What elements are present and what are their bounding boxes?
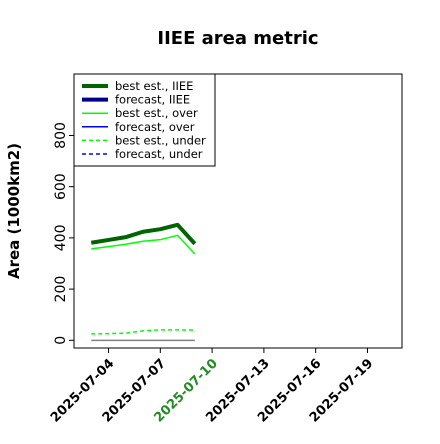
legend-label: best est., over <box>115 106 198 120</box>
y-tick-label: 800 <box>53 122 69 149</box>
legend-label: forecast, under <box>115 147 203 161</box>
series-line-0 <box>90 222 197 246</box>
y-tick-label: 200 <box>53 276 69 303</box>
y-tick-label: 0 <box>53 336 69 345</box>
legend-label: forecast, over <box>115 120 195 134</box>
legend-label: best est., under <box>115 133 206 147</box>
y-tick-label: 400 <box>53 225 69 252</box>
x-ticks: 2025-07-042025-07-072025-07-102025-07-13… <box>48 348 376 426</box>
series-layer <box>90 222 197 342</box>
y-axis-label: Area (1000km2) <box>5 143 23 279</box>
legend-label: forecast, IIEE <box>115 93 190 107</box>
plot-area <box>73 73 403 349</box>
y-tick-label: 600 <box>53 173 69 200</box>
chart-title: IIEE area metric <box>157 28 318 49</box>
series-line-4 <box>91 329 195 335</box>
legend-label: best est., IIEE <box>115 79 193 93</box>
y-ticks: 0 200 400 600 800 <box>53 122 74 345</box>
legend-box <box>73 73 216 167</box>
series-line-2 <box>91 234 196 255</box>
